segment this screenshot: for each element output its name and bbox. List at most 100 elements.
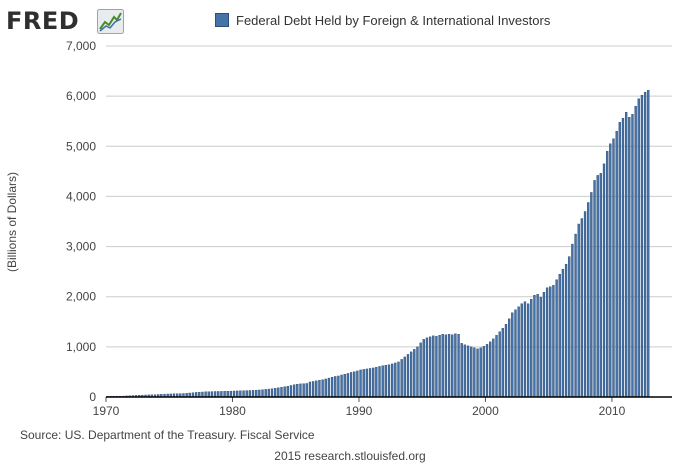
data-bar xyxy=(545,287,549,398)
data-bar xyxy=(274,388,277,398)
data-bar xyxy=(394,362,397,398)
data-bar xyxy=(634,105,637,398)
data-bar xyxy=(454,333,457,398)
data-bar xyxy=(419,342,422,398)
data-bar xyxy=(258,389,261,398)
data-bar xyxy=(217,391,220,398)
data-bar xyxy=(286,386,289,398)
y-tick-label: 4,000 xyxy=(66,189,96,203)
data-bar xyxy=(204,391,207,398)
data-bar xyxy=(349,372,353,398)
bar-series xyxy=(106,89,650,398)
data-bar xyxy=(504,324,508,398)
data-bar xyxy=(523,301,527,398)
data-bar xyxy=(207,391,210,398)
data-bar xyxy=(574,233,577,398)
data-bar xyxy=(533,295,536,398)
data-bar xyxy=(409,351,413,398)
data-bar xyxy=(213,391,217,398)
data-bar xyxy=(283,386,286,398)
data-bar xyxy=(447,334,451,398)
data-bar xyxy=(359,369,362,398)
data-bar xyxy=(476,348,479,398)
data-bar xyxy=(340,374,343,398)
data-bar xyxy=(517,306,520,398)
data-bar xyxy=(606,151,609,398)
data-bar xyxy=(536,294,539,398)
data-bar xyxy=(539,297,542,398)
data-bar xyxy=(413,349,416,398)
data-bar xyxy=(492,338,495,398)
data-bar xyxy=(564,263,568,398)
data-bar xyxy=(362,369,365,398)
axes xyxy=(105,396,672,402)
data-bar xyxy=(299,383,302,398)
data-bar xyxy=(318,380,321,398)
data-bar xyxy=(558,273,561,398)
x-tick-label: 2000 xyxy=(472,404,499,418)
chart-legend: Federal Debt Held by Foreign & Internati… xyxy=(215,11,550,29)
data-bar xyxy=(489,341,492,398)
data-bar xyxy=(384,364,387,398)
data-bar xyxy=(631,114,634,398)
data-bar xyxy=(337,375,340,398)
data-bar xyxy=(425,337,429,398)
data-bar xyxy=(599,173,603,398)
data-bar xyxy=(232,390,236,398)
data-bar xyxy=(463,344,467,398)
y-tick-label: 2,000 xyxy=(66,290,96,304)
data-bar xyxy=(381,365,384,398)
data-bar xyxy=(406,354,410,398)
data-bar xyxy=(473,347,476,398)
data-bar xyxy=(596,175,599,398)
data-bar xyxy=(353,371,356,398)
data-bar xyxy=(621,118,625,398)
x-tick-label: 2010 xyxy=(599,404,626,418)
credit-note: 2015 research.stlouisfed.org xyxy=(274,449,426,463)
data-bar xyxy=(280,387,283,398)
x-tick-label: 1970 xyxy=(93,404,120,418)
x-tick-label: 1980 xyxy=(219,404,246,418)
data-bar xyxy=(277,387,280,398)
data-bar xyxy=(526,303,530,398)
data-bar xyxy=(308,381,312,398)
y-tick-label: 6,000 xyxy=(66,89,96,103)
data-bar xyxy=(302,383,305,398)
data-bar xyxy=(239,390,242,398)
data-bar xyxy=(444,334,448,398)
data-bar xyxy=(428,336,432,398)
data-bar xyxy=(289,385,293,398)
data-bar xyxy=(514,309,517,398)
data-bar xyxy=(368,368,372,398)
data-bar xyxy=(220,391,223,398)
data-bar xyxy=(451,334,454,398)
y-tick-label: 5,000 xyxy=(66,139,96,153)
data-bar xyxy=(391,363,394,398)
data-bar xyxy=(643,91,647,398)
data-bar xyxy=(248,390,252,398)
data-bar xyxy=(520,303,523,398)
data-bar xyxy=(387,364,391,398)
data-bar xyxy=(356,370,359,398)
data-bar xyxy=(542,292,546,398)
data-bar xyxy=(577,223,580,398)
y-tick-label: 0 xyxy=(89,390,96,404)
data-bar xyxy=(485,344,489,398)
data-bar xyxy=(223,391,226,398)
legend-label: Federal Debt Held by Foreign & Internati… xyxy=(236,12,551,28)
data-bar xyxy=(498,331,501,398)
data-bar xyxy=(245,390,248,398)
data-bar xyxy=(583,211,587,398)
data-bar xyxy=(261,389,264,398)
data-bar xyxy=(432,335,435,398)
data-bar xyxy=(508,318,511,398)
data-bar xyxy=(229,390,233,398)
x-tick-label: 1990 xyxy=(346,404,373,418)
data-bar xyxy=(315,380,318,398)
data-bar xyxy=(270,388,274,398)
data-bar xyxy=(568,256,571,398)
data-bar xyxy=(365,368,369,398)
data-bar xyxy=(479,347,482,398)
data-bar xyxy=(416,346,419,398)
